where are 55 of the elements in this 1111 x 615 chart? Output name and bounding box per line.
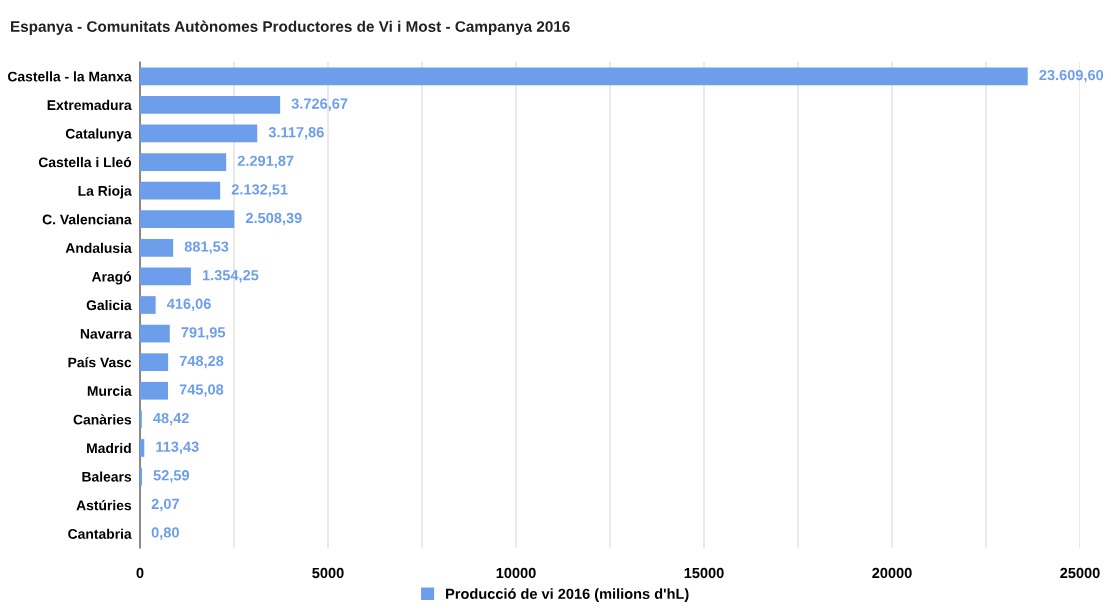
y-tick-label: Madrid [87,442,131,454]
y-tick-label: Catalunya [65,128,132,142]
data-label: 0,80 [151,527,179,540]
y-tick-label: Galicia [86,299,132,311]
data-label: 2.291,87 [237,155,294,169]
chart-title: Espanya - Comunitats Autònomes Productores de Vi i Most - Campanya 2016 [11,20,570,35]
y-tick-label: País Vasc [68,357,132,368]
bar [140,181,221,200]
bar [140,353,169,372]
bar [140,439,145,457]
data-label: 23.609,60 [1039,69,1104,83]
y-tick-label: C. Valenciana [42,214,132,225]
x-tick-label: 0 [136,567,144,579]
legend-label: Producció de vi 2016 (milions d'hL) [446,588,689,602]
x-tick-label: 5000 [312,567,344,579]
data-label: 881,53 [184,241,229,254]
y-tick-label: Andalusia [65,242,132,253]
data-label: 416,06 [166,298,211,312]
data-label: 52,59 [153,470,190,483]
bar [140,67,1028,86]
data-label: 1.354,25 [202,270,259,283]
y-tick-label: Aragó [91,271,132,285]
bar [140,381,169,400]
bar [140,124,258,143]
y-tick-label: Extremadura [47,99,132,111]
data-label: 2,07 [151,498,179,512]
data-label: 791,95 [181,327,226,340]
y-tick-label: Cantabria [68,528,132,539]
data-label: 3.726,67 [291,98,348,111]
bar [140,210,235,229]
y-tick-label: La Rioja [78,185,132,199]
x-tick-label: 10000 [496,567,536,579]
bar [140,296,156,314]
bar [140,153,227,171]
y-tick-label: Murcia [87,385,132,396]
bar [140,238,174,257]
x-tick-label: 15000 [684,567,724,579]
y-tick-label: Astúries [76,499,132,511]
data-label: 2.132,51 [231,184,288,197]
data-label: 2.508,39 [245,212,302,226]
y-tick-label: Castella - la Manxa [7,71,132,82]
y-tick-label: Castella i Lleó [38,156,132,168]
bar [140,96,281,114]
data-label: 48,42 [153,412,189,426]
data-label: 748,28 [179,355,224,369]
y-tick-label: Canàries [73,414,132,425]
x-tick-label: 20000 [872,567,912,579]
y-tick-label: Balears [82,471,132,482]
bar [140,324,170,343]
y-tick-label: Navarra [80,329,132,339]
bar [140,267,191,286]
data-label: 745,08 [179,384,224,397]
data-label: 3.117,86 [268,127,324,140]
x-tick-label: 25000 [1060,567,1100,579]
data-label: 113,43 [156,441,199,454]
